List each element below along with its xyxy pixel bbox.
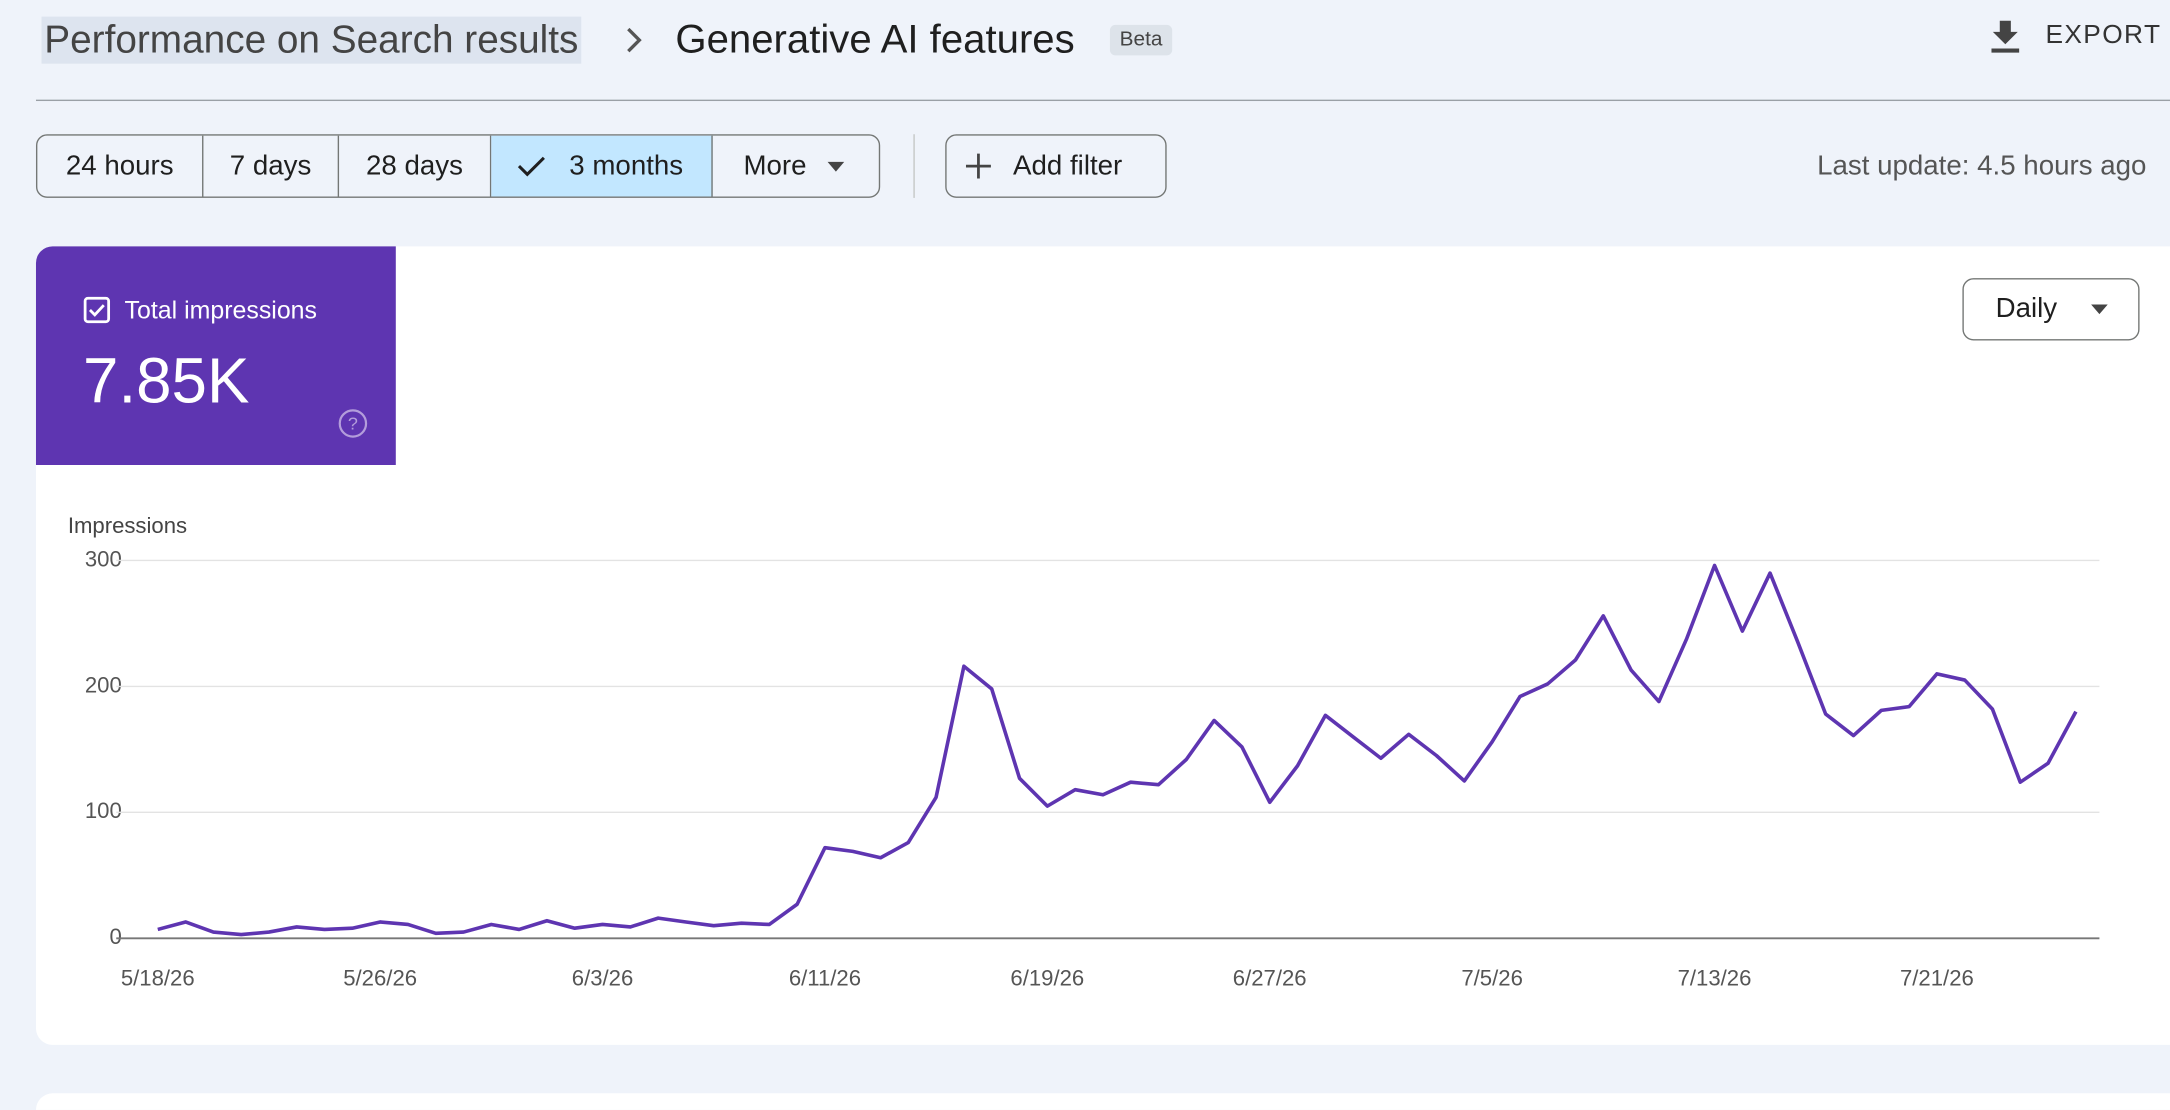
separator [913, 134, 915, 198]
last-update: Last update: 4.5 hours ago [1817, 150, 2147, 182]
table-card [35, 1093, 2170, 1110]
x-tick-label: 7/13/26 [1678, 966, 1752, 991]
add-filter-button[interactable]: Add filter [945, 134, 1167, 198]
x-tick-label: 6/11/26 [789, 966, 861, 991]
page-title: Generative AI features [675, 17, 1075, 63]
dropdown-arrow [2091, 304, 2108, 315]
chevron [627, 27, 642, 53]
x-tick-label: 6/3/26 [572, 966, 634, 991]
metric-card[interactable]: Total impressions 7.85K ? [35, 246, 396, 466]
x-tick-label: 5/18/26 [121, 966, 195, 991]
help-icon[interactable]: ? [338, 408, 368, 438]
y-axis-label: Impressions [68, 513, 187, 538]
y-tick-label: 0 [109, 924, 121, 949]
x-tick-label: 5/26/26 [343, 966, 417, 991]
more-button[interactable]: More [743, 150, 807, 181]
divider [35, 99, 2170, 102]
x-tick-label: 7/5/26 [1461, 966, 1523, 991]
range-button-selected[interactable]: 3 months [491, 135, 713, 197]
x-tick-label: 7/21/26 [1900, 966, 1974, 991]
range-group: 24 hours 7 days 28 days 3 months More [35, 134, 881, 198]
breadcrumb[interactable]: Performance on Search results [41, 16, 582, 64]
range-button[interactable]: 24 hours [37, 135, 204, 197]
y-tick-label: 100 [85, 798, 122, 823]
range-button[interactable]: 7 days [203, 135, 340, 197]
check-icon [517, 156, 545, 177]
metric-label: Total impressions [124, 296, 318, 324]
checkbox[interactable] [83, 296, 111, 324]
svg-text:?: ? [348, 414, 358, 434]
range-button[interactable]: 28 days [339, 135, 492, 197]
plus-icon [965, 153, 991, 179]
granularity-button[interactable]: Daily [1962, 278, 2140, 341]
export-button[interactable]: EXPORT [2045, 20, 2162, 50]
y-tick-label: 300 [85, 546, 122, 571]
line-series [157, 563, 2078, 937]
y-tick-label: 200 [85, 672, 122, 697]
download-icon [1991, 20, 2020, 53]
x-tick-label: 6/19/26 [1010, 966, 1084, 991]
beta-badge: Beta [1109, 24, 1173, 56]
metric-value: 7.85K [83, 344, 250, 417]
dropdown-arrow [827, 161, 845, 172]
x-tick-label: 6/27/26 [1233, 966, 1307, 991]
